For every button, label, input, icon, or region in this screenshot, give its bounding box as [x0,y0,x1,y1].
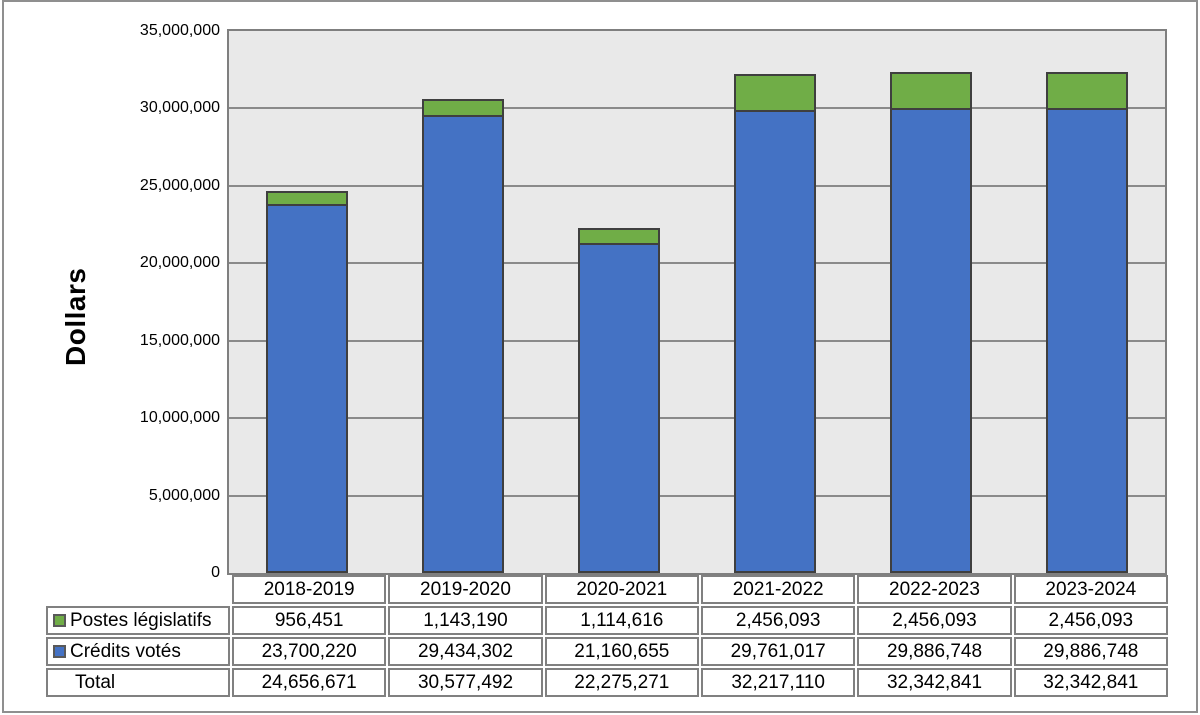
y-tick-label: 15,000,000 [139,331,220,349]
table-corner-blank [46,575,230,604]
row-label-postes-l-gislatifs: Postes législatifs [46,606,230,635]
value-cell: 2,456,093 [1013,606,1168,635]
value-cell: 29,886,748 [857,637,1012,666]
value-cell: 2,456,093 [700,606,856,635]
bar-segment-credits-votes [578,245,660,573]
value-cell: 23,700,220 [232,637,387,666]
year-header-cell: 2019-2020 [388,575,543,604]
gridline [229,417,1165,420]
y-tick-label: 5,000,000 [148,486,220,504]
value-cell: 32,342,841 [857,668,1012,697]
value-cell: 1,114,616 [544,606,699,635]
y-tick-label: 35,000,000 [139,22,220,39]
year-header-cell: 2018-2019 [232,575,387,604]
row-label-text: Crédits votés [70,640,181,662]
bar-segment-credits-votes [422,117,504,573]
y-axis-title: Dollars [60,267,91,367]
y-tick-label: 10,000,000 [139,409,220,427]
value-cell: 30,577,492 [388,668,543,697]
value-cell: 32,217,110 [700,668,856,697]
gridline [229,494,1165,497]
bar-segment-credits-votes [734,112,816,573]
row-label-text: Total [75,671,116,693]
stacked-bar-2023-2024 [1046,72,1128,573]
legend-swatch [53,614,66,627]
year-header-cell: 2022-2023 [857,575,1012,604]
stacked-bar-2021-2022 [734,74,816,573]
value-cell: 29,886,748 [1013,637,1168,666]
y-tick-label: 30,000,000 [139,99,220,117]
row-label-cr-dits-vot-s: Crédits votés [46,637,230,666]
row-label-total: Total [46,668,230,697]
bar-segment-credits-votes [890,110,972,573]
value-cell: 956,451 [232,606,387,635]
gridline [229,339,1165,342]
year-header-cell: 2021-2022 [700,575,856,604]
bar-segment-postes-legislatifs [266,191,348,206]
year-header-cell: 2023-2024 [1013,575,1168,604]
value-cell: 24,656,671 [232,668,387,697]
bar-segment-credits-votes [266,206,348,573]
value-cell: 29,761,017 [700,637,856,666]
value-cell: 29,434,302 [388,637,543,666]
bar-segment-postes-legislatifs [890,72,972,110]
gridline [229,262,1165,265]
data-table: 2018-2019 2019-2020 2020-2021 2021-2022 2022… [46,575,1168,697]
value-cell: 1,143,190 [388,606,543,635]
bar-segment-postes-legislatifs [578,228,660,245]
bar-segment-postes-legislatifs [422,99,504,117]
bar-segment-credits-votes [1046,110,1128,573]
y-tick-label: 20,000,000 [139,254,220,272]
value-cell: 32,342,841 [1013,668,1168,697]
bar-segment-postes-legislatifs [734,74,816,112]
legend-swatch [53,645,66,658]
stacked-bar-2019-2020 [422,99,504,573]
year-header-cell: 2020-2021 [544,575,699,604]
value-cell: 2,456,093 [857,606,1012,635]
gridline [229,184,1165,187]
stacked-bar-2018-2019 [266,191,348,573]
y-tick-label: 25,000,000 [139,176,220,194]
stacked-bar-2022-2023 [890,72,972,573]
value-cell: 21,160,655 [544,637,699,666]
value-cell: 22,275,271 [544,668,699,697]
bar-segment-postes-legislatifs [1046,72,1128,110]
plot-area [227,29,1167,575]
y-tick-label: 0 [211,564,220,581]
gridline [229,107,1165,110]
stacked-bar-2020-2021 [578,228,660,573]
row-label-text: Postes législatifs [70,609,212,631]
